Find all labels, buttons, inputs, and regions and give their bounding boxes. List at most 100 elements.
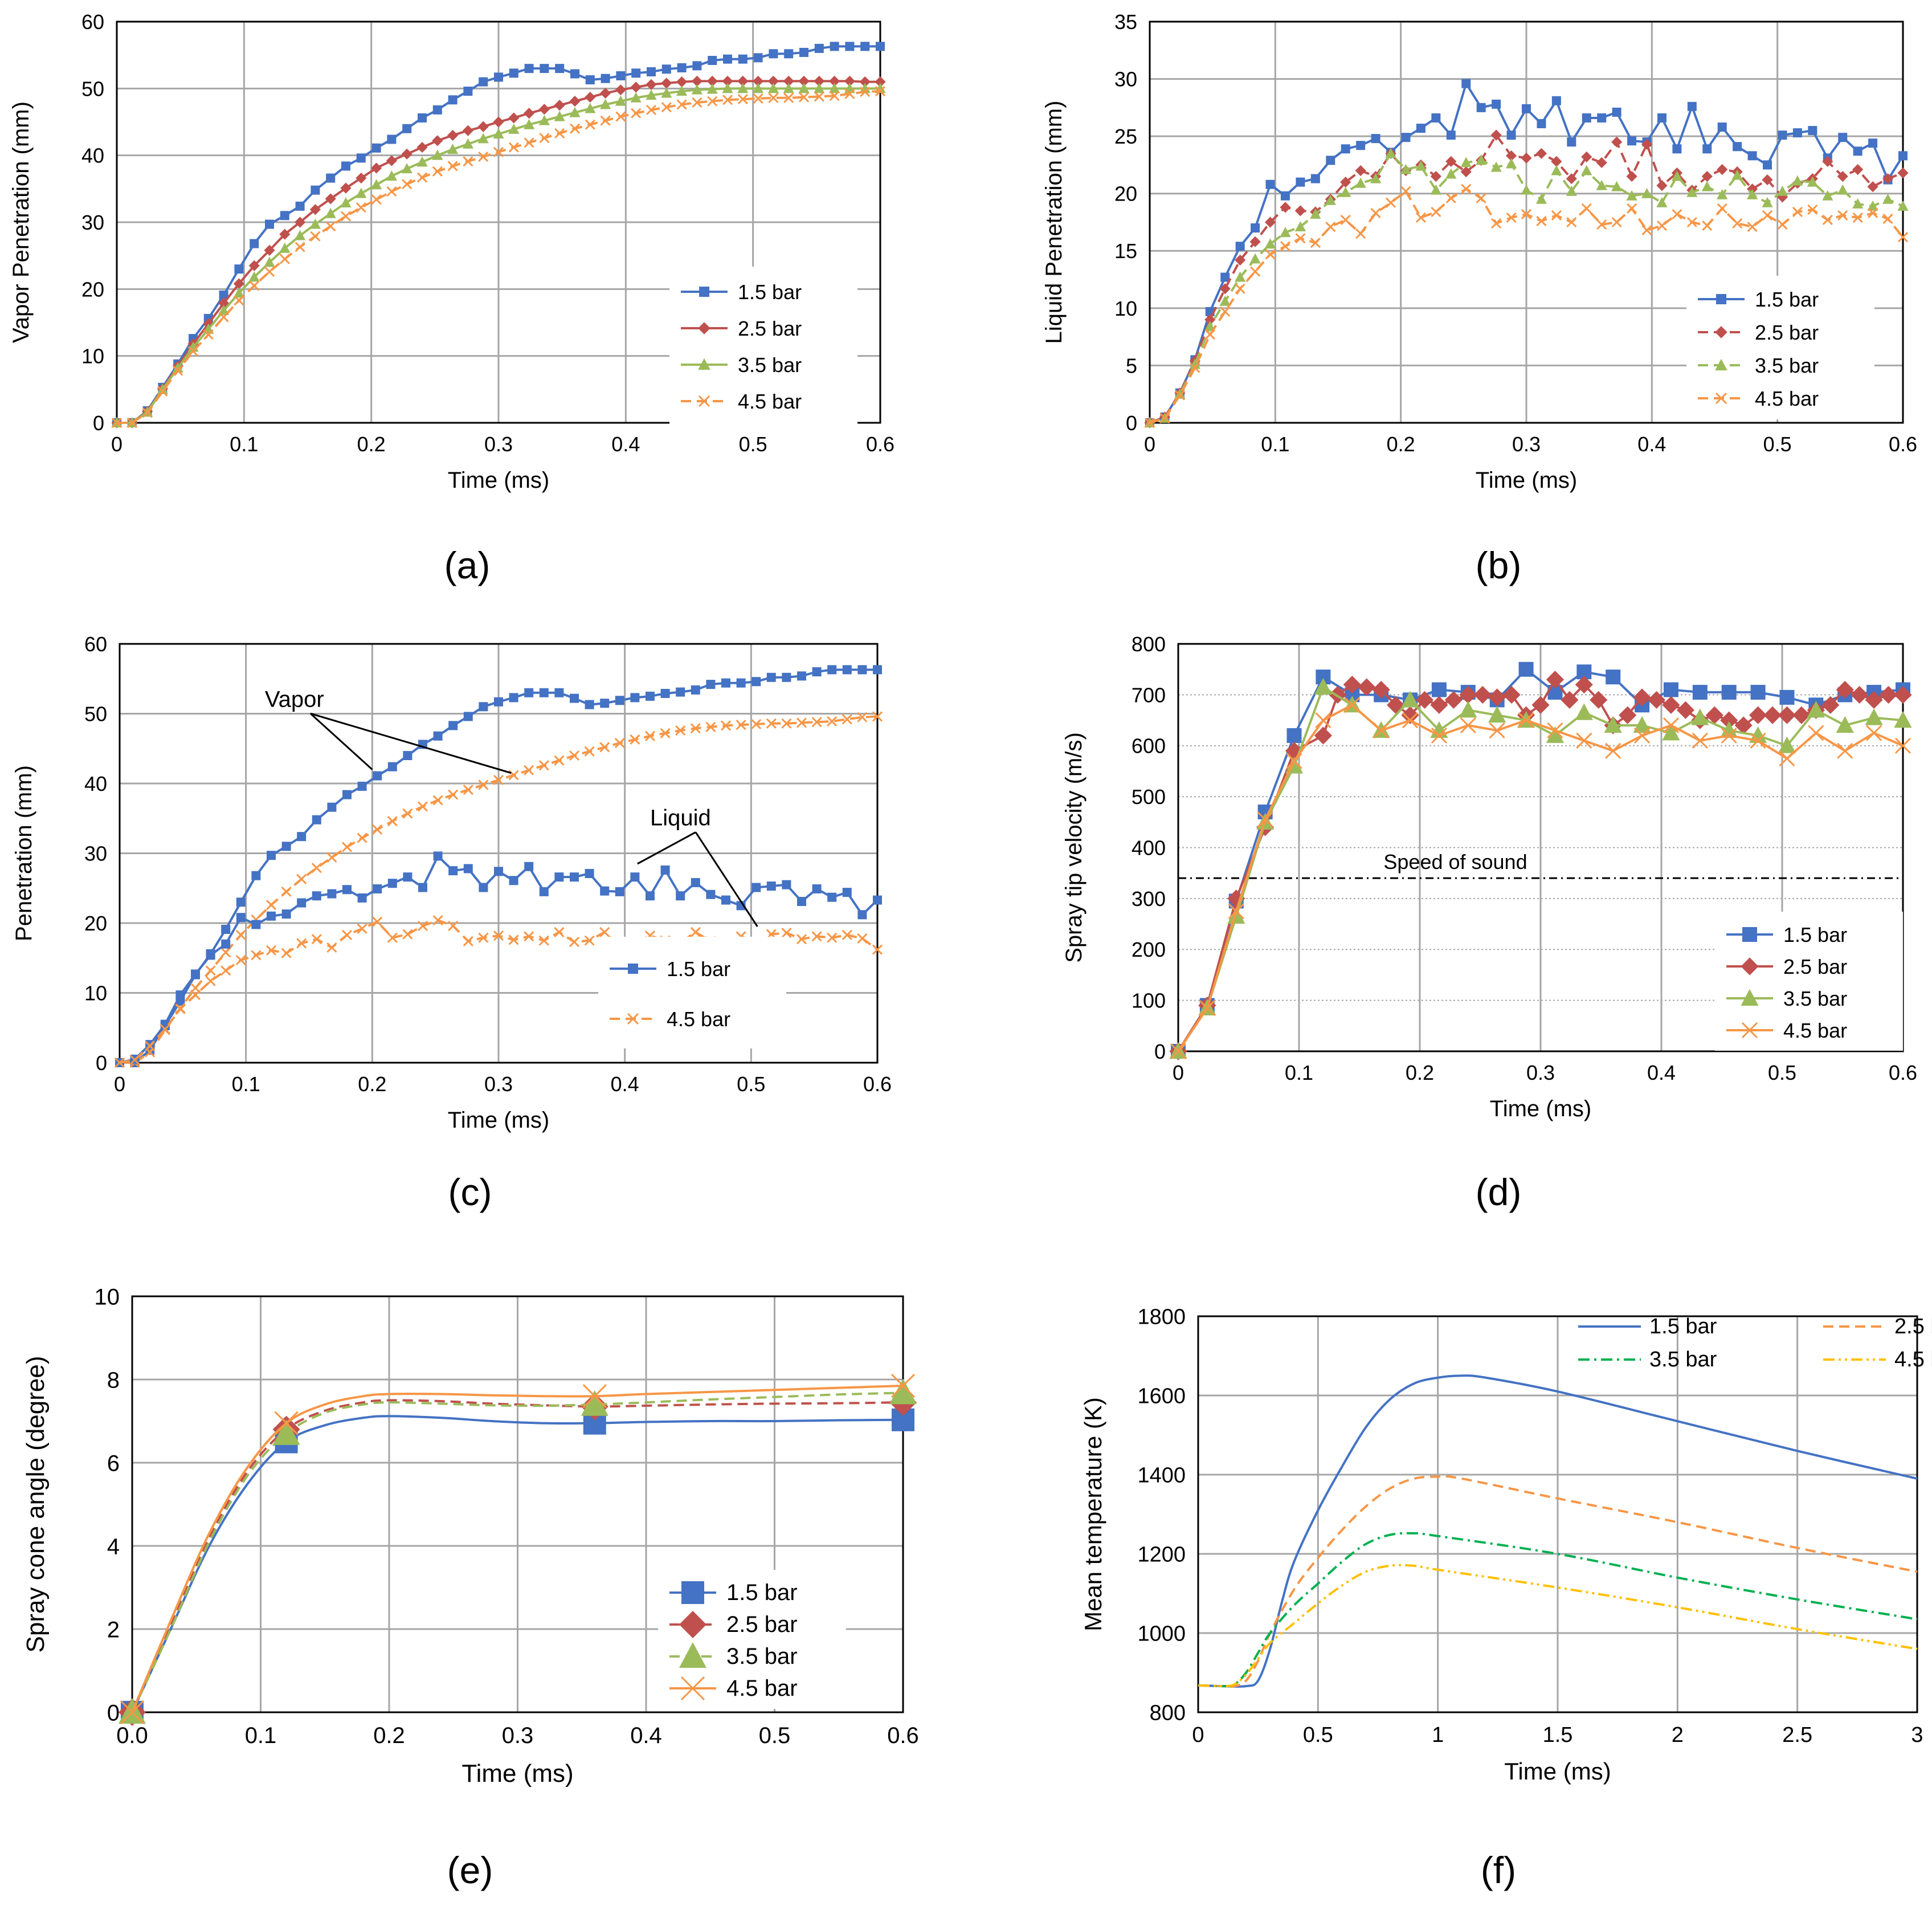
data-point	[206, 950, 215, 960]
x-axis-label: Time (ms)	[1504, 1758, 1611, 1785]
data-point	[1732, 218, 1743, 229]
data-point	[1763, 160, 1772, 170]
data-point	[1663, 682, 1678, 697]
data-point	[600, 87, 611, 99]
data-point	[357, 781, 367, 791]
y-tick-label: 10	[84, 981, 107, 1005]
y-tick-label: 15	[1114, 239, 1137, 263]
legend-label: 1.5 bar	[1649, 1315, 1717, 1338]
data-point	[845, 42, 855, 51]
data-point	[297, 832, 307, 842]
data-point	[372, 824, 383, 835]
data-point	[1431, 113, 1441, 123]
data-point	[766, 881, 776, 891]
legend-marker	[698, 395, 710, 407]
y-tick-label: 8	[107, 1368, 120, 1393]
data-point	[357, 893, 367, 903]
data-point	[646, 104, 657, 115]
data-point	[1656, 197, 1668, 207]
data-point	[676, 85, 688, 96]
data-point	[417, 801, 428, 812]
data-point	[1521, 152, 1532, 164]
data-point	[250, 239, 259, 248]
x-tick-label: 1	[1432, 1723, 1444, 1747]
data-point	[581, 1390, 608, 1416]
data-point	[1341, 144, 1350, 154]
data-point	[736, 720, 746, 730]
legend: 1.5 bar 2.5 bar 3.5 bar 4.5 bar	[1686, 276, 1874, 419]
data-point	[1762, 174, 1773, 186]
data-point	[1657, 113, 1666, 123]
data-point	[462, 138, 473, 149]
data-point	[766, 672, 776, 682]
data-point	[1747, 151, 1757, 161]
x-tick-label: 0.2	[1387, 432, 1415, 456]
data-point	[585, 700, 594, 709]
data-point	[494, 867, 503, 876]
data-point	[737, 83, 749, 93]
data-point	[1777, 219, 1788, 230]
y-tick-label: 20	[81, 277, 104, 301]
x-tick-label: 0.6	[863, 1072, 892, 1096]
data-point	[875, 85, 886, 97]
y-tick-label: 4	[107, 1534, 120, 1559]
data-point	[1763, 706, 1782, 724]
data-point	[448, 95, 458, 105]
data-point	[173, 365, 183, 376]
data-point	[554, 100, 565, 111]
data-point	[509, 693, 518, 703]
data-point	[1721, 727, 1737, 744]
data-point	[1400, 186, 1411, 197]
data-point	[267, 911, 276, 921]
x-tick-label: 0.0	[116, 1723, 148, 1748]
legend: 1.5 bar 2.5 bar 3.5 bar 4.5 bar	[1715, 912, 1903, 1051]
data-point	[721, 895, 730, 905]
panel-label: (e)	[447, 1849, 493, 1891]
data-point	[1611, 136, 1623, 148]
data-point	[432, 915, 443, 926]
y-axis-label: Penetration (mm)	[11, 765, 36, 941]
x-tick-label: 0.6	[866, 432, 894, 456]
data-point	[1612, 107, 1621, 117]
data-point	[737, 94, 748, 105]
data-point	[524, 137, 534, 148]
data-point	[311, 863, 322, 874]
data-point	[1502, 685, 1521, 704]
data-point	[274, 1411, 299, 1435]
legend-marker	[679, 1642, 706, 1668]
data-point	[326, 852, 337, 863]
data-point	[1837, 210, 1848, 221]
panel-label: (b)	[1476, 544, 1522, 586]
data-point	[814, 75, 825, 87]
data-point	[1537, 119, 1546, 129]
data-point	[1265, 179, 1275, 189]
data-point	[660, 865, 670, 875]
data-point	[707, 96, 718, 107]
data-point	[1356, 141, 1366, 150]
data-point	[1686, 217, 1697, 228]
data-point	[508, 112, 520, 124]
data-point	[493, 128, 504, 139]
data-point	[402, 179, 412, 190]
x-tick-label: 2	[1672, 1723, 1684, 1747]
data-point	[1355, 177, 1366, 188]
data-point	[234, 295, 244, 306]
annotation-text: Vapor	[265, 687, 324, 712]
data-point	[1490, 129, 1502, 141]
legend-label: 3.5 bar	[1755, 354, 1819, 377]
data-point	[692, 61, 702, 71]
data-point	[1749, 706, 1767, 724]
data-point	[812, 667, 822, 676]
legend-marker	[698, 322, 710, 334]
x-tick-label: 0.3	[484, 432, 513, 456]
data-point	[1733, 142, 1742, 152]
data-point	[1280, 241, 1291, 252]
data-point	[1174, 390, 1185, 401]
data-point	[1750, 732, 1766, 749]
data-point	[706, 83, 718, 94]
data-point	[264, 244, 275, 256]
data-point	[768, 92, 779, 103]
data-point	[538, 115, 550, 125]
data-point	[1325, 221, 1336, 232]
data-point	[340, 211, 352, 222]
